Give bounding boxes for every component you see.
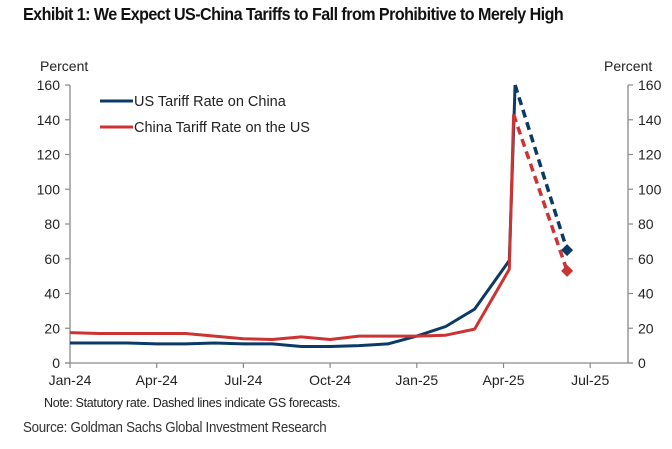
legend-label-china: China Tariff Rate on the US (134, 120, 310, 136)
legend-label-us: US Tariff Rate on China (134, 94, 287, 110)
y-tick-label-right: 160 (638, 77, 662, 93)
y-tick-label-left: 120 (37, 147, 61, 163)
x-tick-label: Apr-24 (136, 372, 178, 388)
y-tick-label-right: 100 (638, 181, 662, 197)
y-tick-label-right: 20 (638, 320, 654, 336)
forecast-marker-us (561, 244, 574, 257)
y-tick-label-right: 0 (638, 355, 646, 371)
y-tick-label-right: 140 (638, 112, 662, 128)
y-axis-label-right: Percent (604, 58, 652, 74)
series-group (69, 84, 574, 348)
chart-note: Note: Statutory rate. Dashed lines indic… (44, 396, 341, 410)
chart-source: Source: Goldman Sachs Global Investment … (23, 420, 327, 436)
y-axis-label-left: Percent (40, 58, 88, 74)
series-line-us (70, 84, 517, 348)
x-tick-label: Jan-25 (395, 372, 438, 388)
y-tick-label-right: 40 (638, 286, 654, 302)
y-tick-label-left: 60 (44, 251, 60, 267)
x-tick-label: Jan-24 (49, 372, 92, 388)
series-line-china (69, 114, 516, 341)
y-tick-label-left: 40 (44, 286, 60, 302)
axes: 0 0 20 20 40 40 60 60 80 80 100 100 120 120 140 140 160 1… (37, 58, 662, 388)
x-tick-label: Apr-25 (482, 372, 524, 388)
y-tick-label-left: 0 (52, 355, 60, 371)
x-tick-label: Jul-24 (224, 372, 262, 388)
y-tick-label-right: 80 (638, 216, 654, 232)
y-tick-label-right: 60 (638, 251, 654, 267)
forecast-marker-china (561, 264, 574, 277)
y-tick-label-left: 140 (37, 112, 61, 128)
y-tick-label-right: 120 (638, 147, 662, 163)
y-tick-label-left: 80 (44, 216, 60, 232)
legend: US Tariff Rate on China China Tariff Rat… (100, 94, 310, 136)
y-tick-label-left: 100 (37, 181, 61, 197)
x-tick-label: Oct-24 (309, 372, 351, 388)
series-forecast-us (513, 84, 569, 251)
series-forecast-china (511, 113, 569, 272)
chart-title: Exhibit 1: We Expect US-China Tariffs to… (23, 4, 564, 24)
x-tick-label: Jul-25 (571, 372, 609, 388)
y-tick-label-left: 20 (44, 320, 60, 336)
y-tick-label-left: 160 (37, 77, 61, 93)
